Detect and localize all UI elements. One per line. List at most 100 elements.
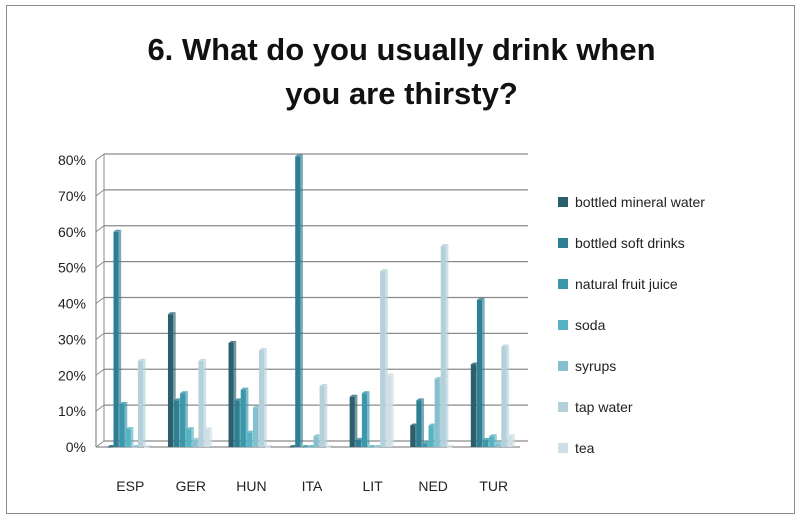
bar-top [131, 445, 140, 447]
legend-label: tea [575, 440, 595, 456]
bar [507, 436, 513, 447]
bar [228, 342, 234, 447]
bar-top [428, 423, 437, 426]
y-tick-label: 50% [58, 260, 86, 276]
bar-top [265, 445, 273, 447]
bar [476, 299, 483, 447]
bar [495, 443, 501, 447]
bar-side [367, 391, 370, 447]
bar-side [209, 427, 213, 447]
bar [501, 346, 507, 447]
bar [265, 447, 271, 448]
bar-side [506, 344, 510, 447]
bar-top [489, 434, 497, 437]
legend-swatch [558, 197, 568, 207]
bar-side [264, 348, 267, 447]
gridline-depth [95, 261, 105, 269]
bar-top [355, 437, 364, 440]
bar-top [501, 344, 510, 347]
bar-top [361, 391, 370, 394]
gridline-depth [95, 404, 105, 412]
chart-title-line-2: you are thirsty? [285, 76, 518, 111]
y-tick-label: 30% [58, 331, 86, 347]
bar [374, 447, 380, 448]
gridline-depth [95, 440, 105, 448]
gridline-depth [95, 332, 105, 340]
bar-top [434, 376, 443, 379]
legend-label: syrups [575, 358, 616, 374]
bar [319, 386, 325, 447]
bar-top [380, 269, 388, 272]
bar-side [118, 229, 122, 447]
bar [367, 447, 374, 448]
bar [137, 360, 144, 447]
bar [192, 439, 198, 447]
x-tick-label: ESP [116, 478, 144, 494]
bar [240, 389, 246, 447]
bar [204, 429, 210, 447]
bar-top [240, 387, 249, 390]
x-tick-label: TUR [479, 478, 508, 494]
bar-top [440, 244, 449, 247]
bar [489, 436, 495, 447]
gridline-depth [95, 153, 105, 161]
bar-top [113, 229, 122, 232]
bar-top [495, 441, 503, 444]
bar [289, 447, 295, 448]
bar [325, 447, 331, 448]
bar-side [143, 358, 146, 447]
legend-swatch [558, 443, 568, 453]
bar [252, 407, 259, 447]
bar-top [325, 445, 334, 447]
legend-label: tap water [575, 399, 633, 415]
bar [307, 447, 313, 448]
bar-side [482, 297, 485, 447]
bar-side [354, 394, 358, 447]
bar-top [295, 154, 303, 157]
bar [125, 429, 131, 447]
plot-area: 0% 10% 20% 30% 40% 50% 60% 70% 80% ESP GER HUN ITA LI… [58, 152, 528, 494]
bar [113, 231, 119, 447]
bar [174, 400, 180, 447]
bar [440, 246, 446, 447]
bar [295, 156, 301, 447]
bar [186, 429, 192, 447]
y-tick-label: 70% [58, 188, 86, 204]
bar-top [386, 373, 394, 376]
x-tick-label: ITA [302, 478, 323, 494]
y-tick-label: 80% [58, 152, 86, 168]
bar [422, 443, 428, 447]
bar-top [143, 445, 152, 447]
gridline-depth [95, 225, 105, 233]
bar [180, 393, 186, 447]
bar [416, 400, 422, 447]
bar [301, 447, 307, 448]
bar-top [167, 312, 176, 315]
bar [386, 375, 392, 447]
bar [167, 314, 174, 447]
bar-top [252, 405, 261, 408]
bar-top [307, 445, 316, 447]
bar-top [174, 398, 182, 401]
bar-top [234, 398, 243, 401]
bar-side [445, 244, 449, 447]
bar [119, 403, 125, 447]
bar-top [476, 297, 485, 300]
bar-side [324, 384, 328, 447]
x-tick-label: NED [418, 478, 448, 494]
bar-top [119, 401, 128, 404]
bar-top [289, 445, 297, 447]
x-tick-label: LIT [362, 478, 383, 494]
x-tick-label: HUN [236, 478, 266, 494]
bar [483, 439, 489, 447]
legend-label: natural fruit juice [575, 276, 678, 292]
bar-top [446, 445, 455, 447]
bar [380, 271, 386, 447]
bar [234, 400, 240, 447]
bar-top [125, 427, 134, 430]
bar-side [300, 154, 303, 447]
bar-top [319, 384, 328, 387]
bar-top [470, 362, 479, 365]
bar [259, 350, 265, 447]
